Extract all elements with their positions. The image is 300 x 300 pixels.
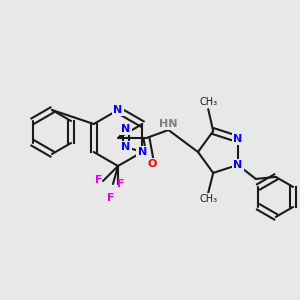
Text: N: N: [113, 105, 123, 115]
Text: CH₃: CH₃: [199, 194, 217, 204]
Text: CH₃: CH₃: [199, 97, 217, 107]
Text: N: N: [233, 134, 242, 144]
Text: HN: HN: [159, 119, 178, 129]
Text: F: F: [107, 193, 115, 203]
Text: N: N: [121, 142, 130, 152]
Text: F: F: [95, 175, 103, 185]
Text: F: F: [117, 179, 125, 189]
Text: O: O: [148, 159, 157, 169]
Text: N: N: [138, 147, 147, 157]
Text: N: N: [121, 124, 130, 134]
Text: N: N: [233, 160, 242, 170]
